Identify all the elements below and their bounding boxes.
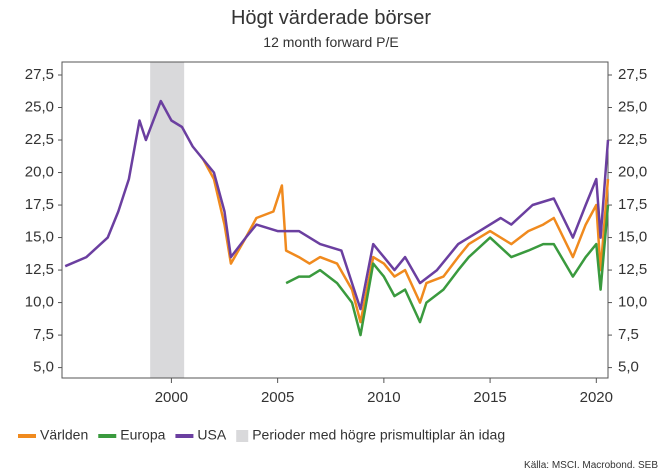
- y2-tick-label: 17,5: [618, 196, 647, 213]
- plot-frame: [61, 61, 609, 379]
- y2-tick-label: 25,0: [618, 98, 647, 115]
- y-tick-label: 22,5: [25, 131, 54, 148]
- y2-tick-label: 27,5: [618, 66, 647, 83]
- legend-label: Europa: [120, 427, 165, 443]
- y2-tick-label: 5,0: [618, 359, 639, 376]
- y2-tick-label: 7,5: [618, 326, 639, 343]
- y-tick-label: 10,0: [25, 294, 54, 311]
- y2-tick-label: 22,5: [618, 131, 647, 148]
- legend-label: Världen: [40, 427, 88, 443]
- legend-label: Perioder med högre prismultiplar än idag: [252, 427, 505, 443]
- y-tick-label: 5,0: [33, 359, 54, 376]
- x-tick-label: 2020: [580, 389, 613, 406]
- y2-tick-label: 10,0: [618, 294, 647, 311]
- x-tick-label: 2015: [473, 389, 506, 406]
- source: Källa: MSCI, Macrobond, SEB: [524, 460, 658, 468]
- chart-subtitle: 12 month forward P/E: [263, 34, 398, 50]
- line-2: [64, 99, 610, 311]
- y-tick-label: 17,5: [25, 196, 54, 213]
- y2-tick-label: 20,0: [618, 164, 647, 181]
- y-tick-label: 25,0: [25, 98, 54, 115]
- shaded-period: [150, 62, 185, 378]
- x-tick-label: 2000: [155, 389, 188, 406]
- line-0: [202, 158, 610, 324]
- y-tick-label: 12,5: [25, 261, 54, 278]
- x-tick-label: 2005: [261, 389, 294, 406]
- y-tick-label: 27,5: [25, 66, 54, 83]
- line-1: [285, 204, 610, 337]
- y-tick-label: 20,0: [25, 164, 54, 181]
- x-tick-label: 2010: [367, 389, 400, 406]
- chart-title: Högt värderade börser: [231, 7, 431, 29]
- y-tick-label: 15,0: [25, 229, 54, 246]
- legend-label: USA: [197, 427, 226, 443]
- y-tick-label: 7,5: [33, 326, 54, 343]
- y2-tick-label: 15,0: [618, 229, 647, 246]
- legend-swatch: [236, 430, 249, 442]
- y2-tick-label: 12,5: [618, 261, 647, 278]
